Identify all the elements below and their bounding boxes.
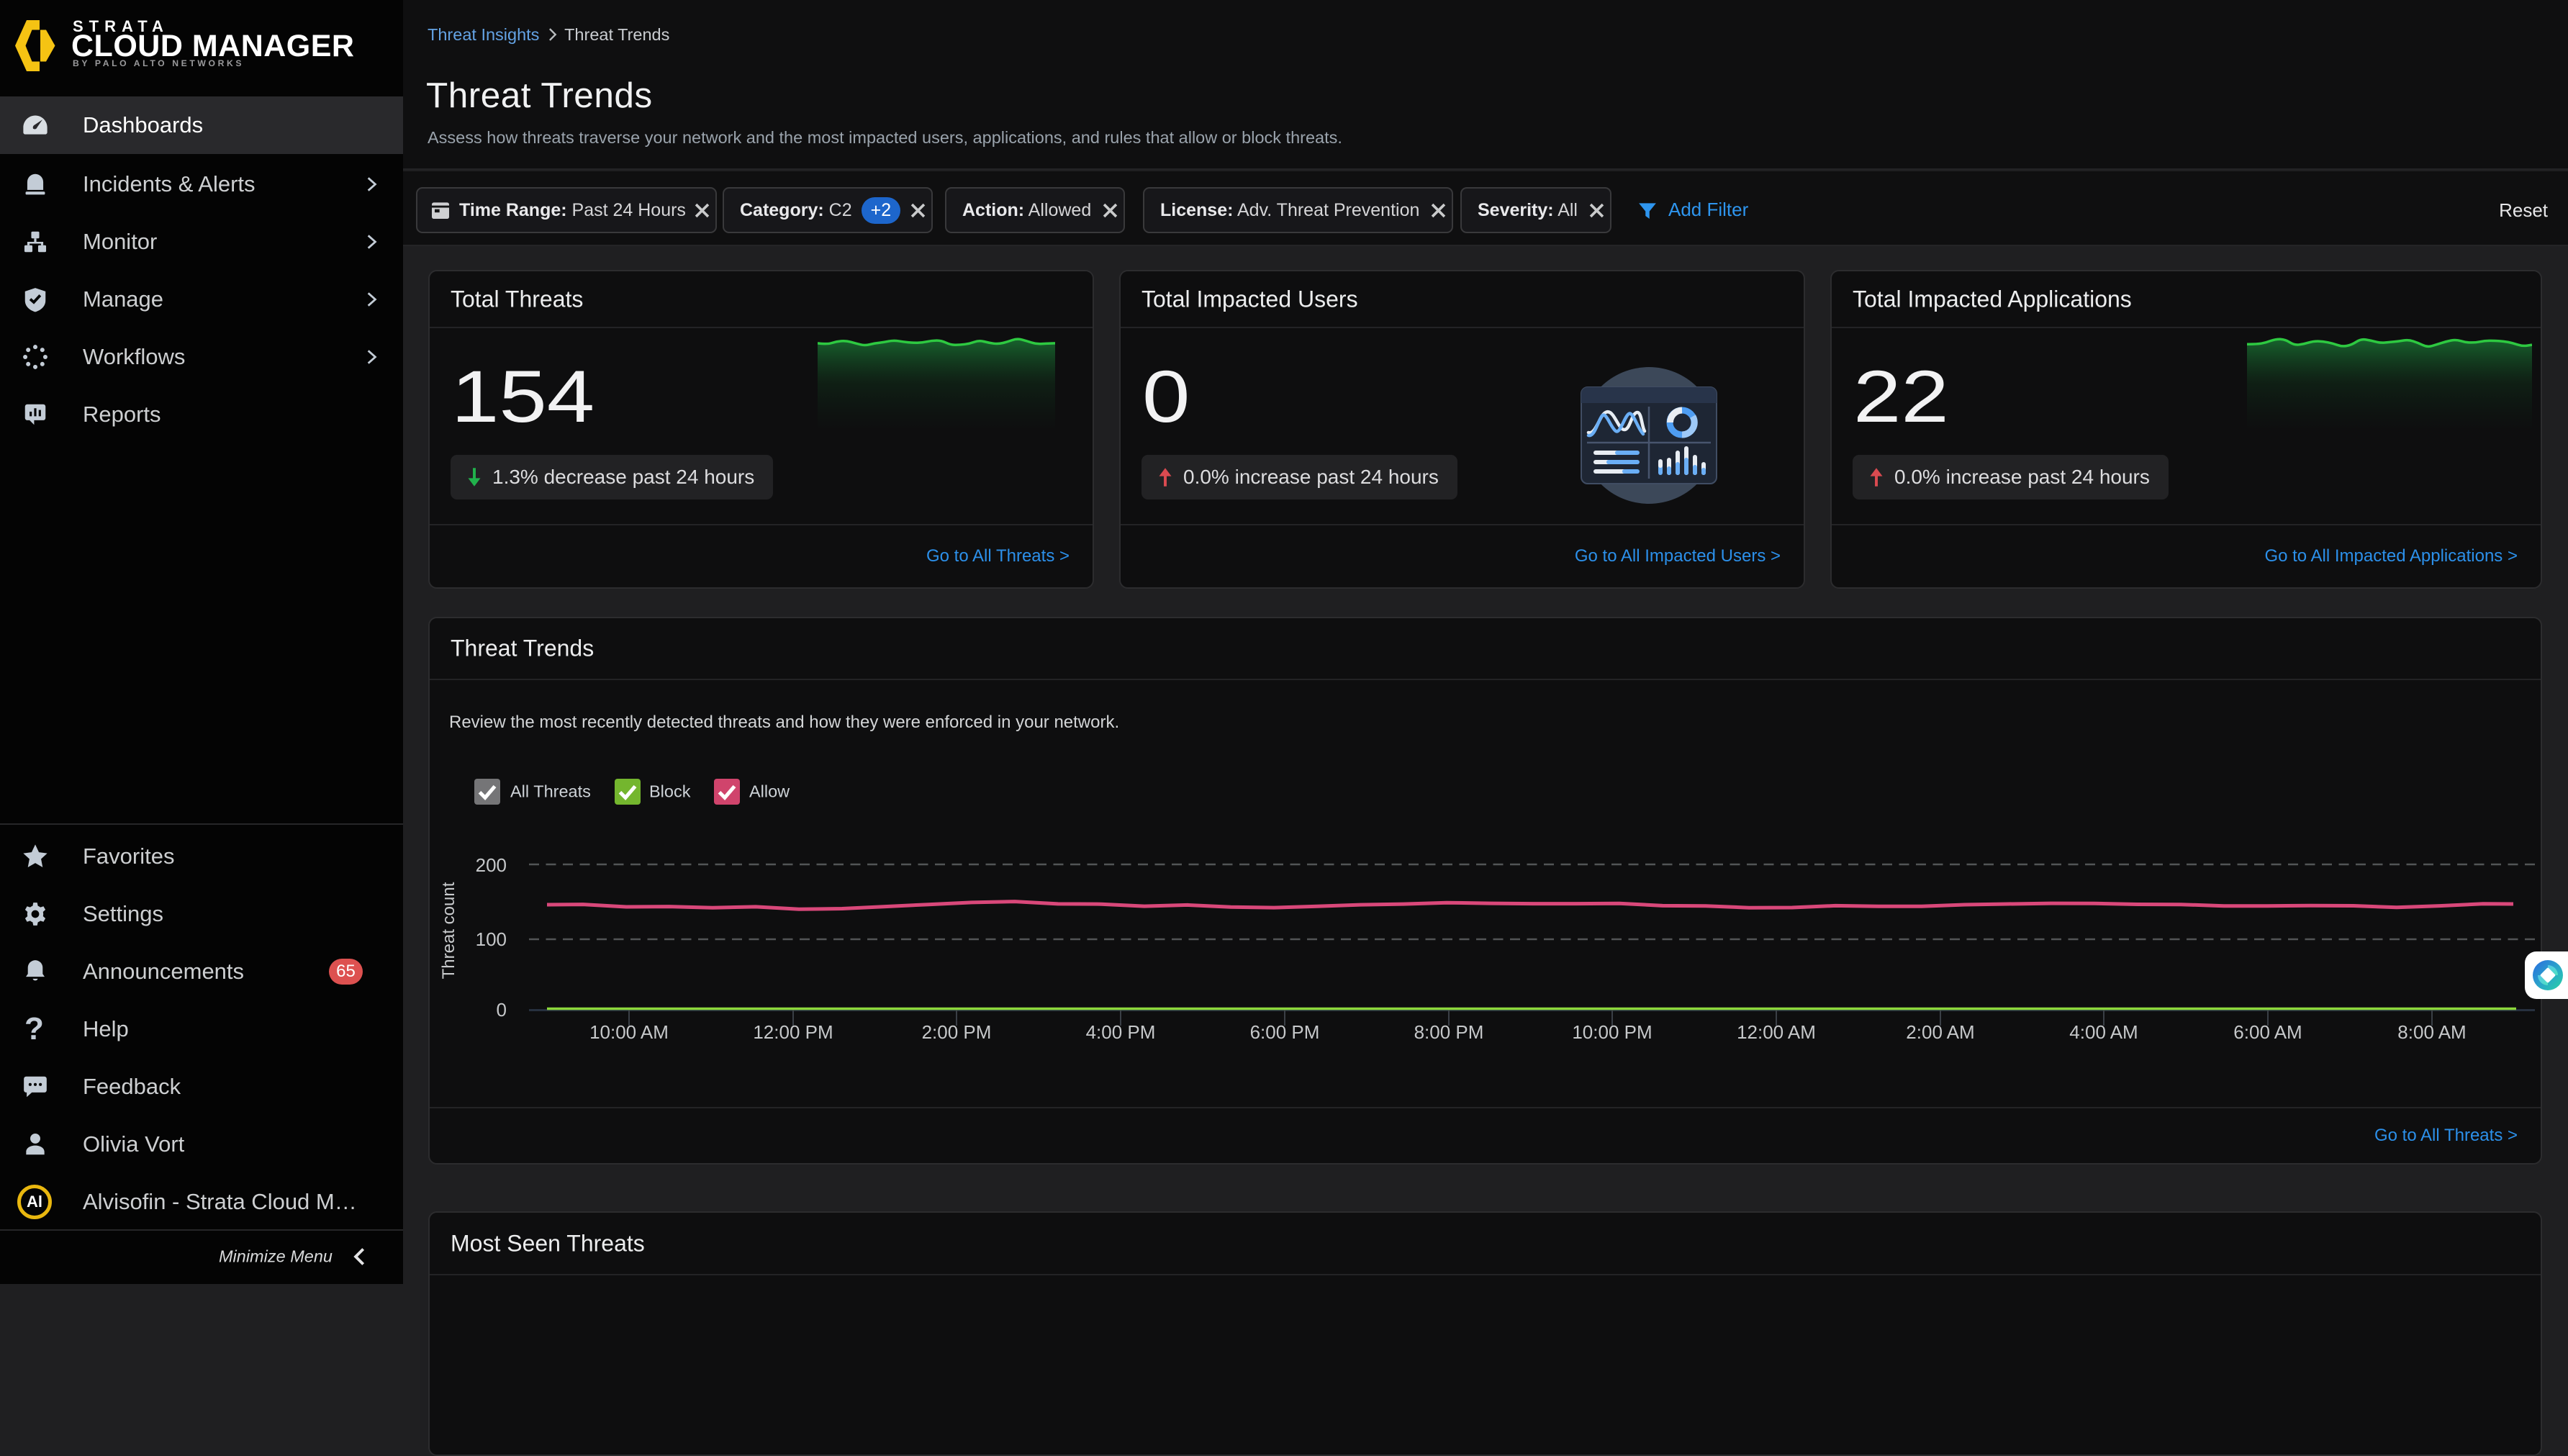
svg-text:8:00 PM: 8:00 PM — [1414, 1021, 1484, 1043]
svg-text:12:00 PM: 12:00 PM — [753, 1021, 833, 1043]
svg-text:4:00 PM: 4:00 PM — [1086, 1021, 1156, 1043]
svg-text:10:00 PM: 10:00 PM — [1572, 1021, 1652, 1043]
svg-text:6:00 PM: 6:00 PM — [1250, 1021, 1320, 1043]
svg-text:4:00 AM: 4:00 AM — [2069, 1021, 2138, 1043]
svg-text:100: 100 — [476, 928, 507, 950]
svg-text:2:00 AM: 2:00 AM — [1906, 1021, 1974, 1043]
svg-text:2:00 PM: 2:00 PM — [922, 1021, 992, 1043]
svg-text:0: 0 — [497, 999, 507, 1021]
svg-text:8:00 AM: 8:00 AM — [2397, 1021, 2466, 1043]
svg-text:10:00 AM: 10:00 AM — [589, 1021, 669, 1043]
svg-text:6:00 AM: 6:00 AM — [2233, 1021, 2302, 1043]
svg-text:200: 200 — [476, 854, 507, 876]
svg-text:12:00 AM: 12:00 AM — [1737, 1021, 1816, 1043]
